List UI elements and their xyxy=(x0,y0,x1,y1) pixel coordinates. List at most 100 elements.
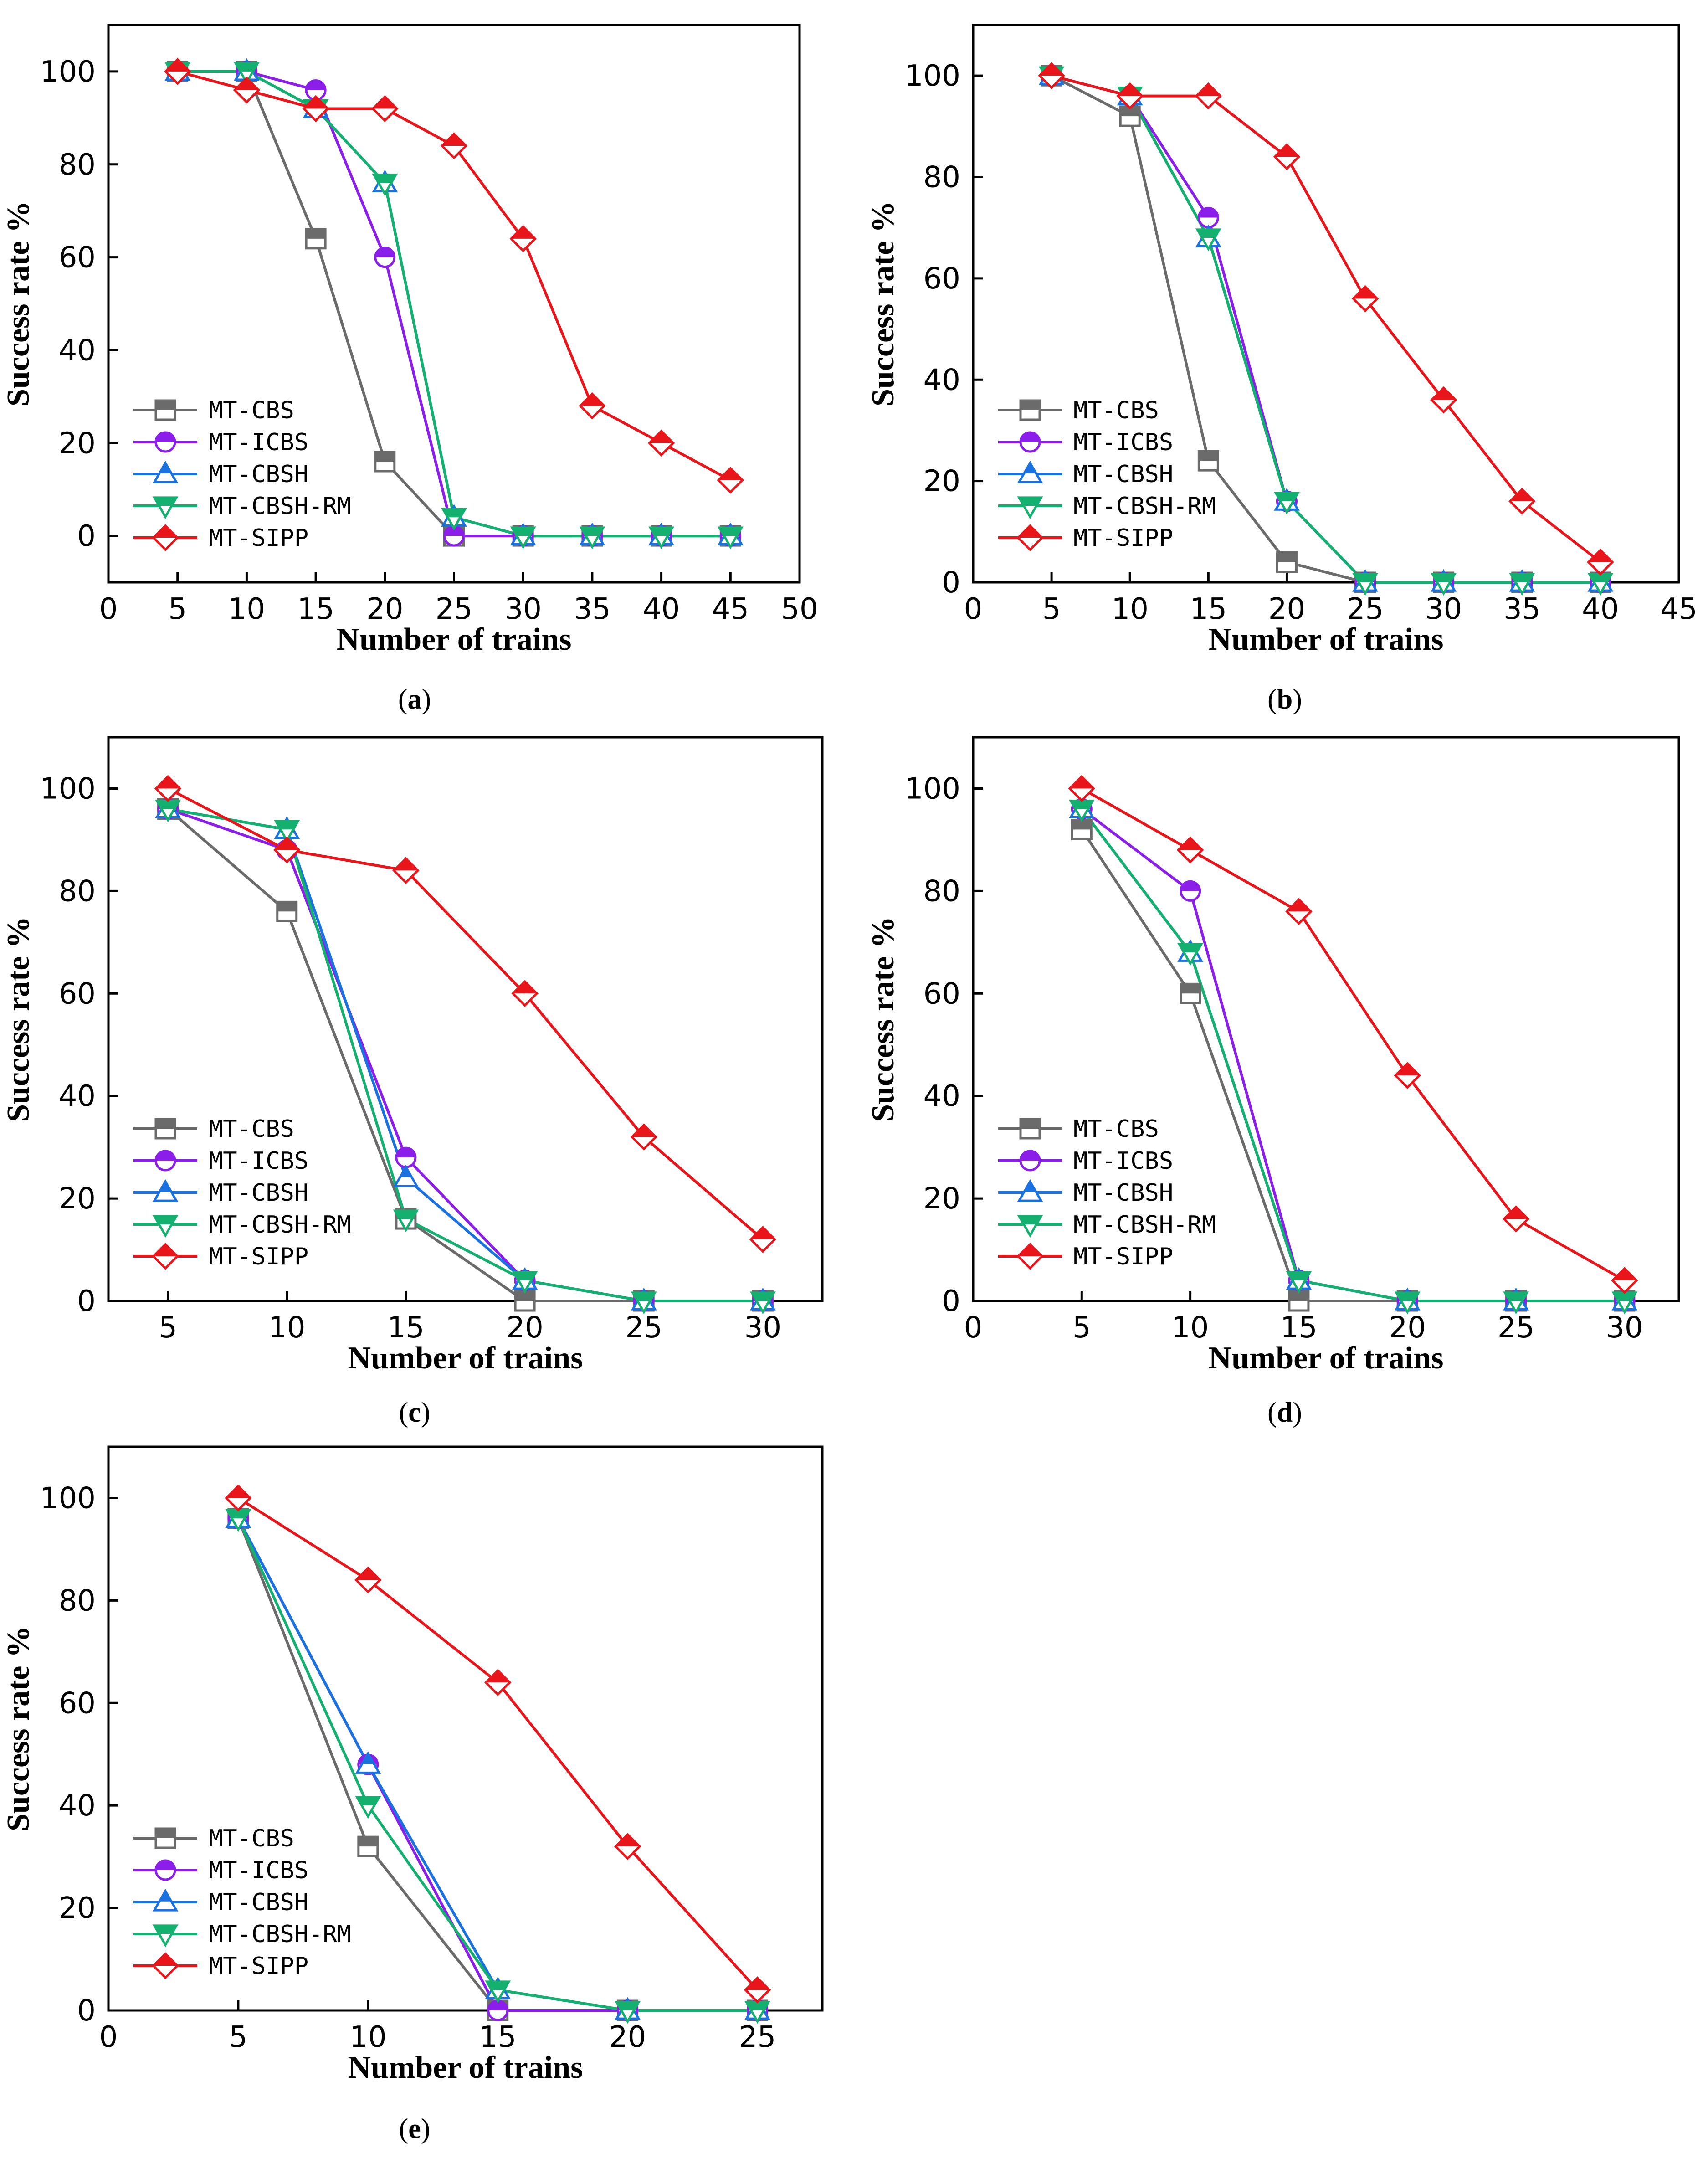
data-point-mt-icbs-fill xyxy=(1180,881,1200,891)
y-tick-label: 60 xyxy=(59,241,96,275)
y-tick-label: 100 xyxy=(905,59,960,93)
data-point-mt-cbsh-rm-fill xyxy=(752,1292,774,1301)
x-tick-label: 15 xyxy=(479,2020,516,2054)
x-axis-title: Number of trains xyxy=(337,622,572,657)
data-point-mt-sipp-fill xyxy=(303,97,328,109)
y-tick-label: 40 xyxy=(59,1079,96,1113)
y-tick-label: 60 xyxy=(923,262,960,296)
data-point-mt-cbsh-rm-fill xyxy=(719,527,742,536)
data-point-mt-cbs-fill xyxy=(1277,552,1297,562)
data-point-mt-cbs-fill xyxy=(1289,1291,1308,1301)
x-tick-label: 0 xyxy=(99,2020,118,2054)
data-point-mt-sipp-fill xyxy=(156,776,180,789)
x-tick-label: 20 xyxy=(366,592,403,626)
panel-caption: (e) xyxy=(399,2113,431,2144)
x-tick-label: 40 xyxy=(1582,592,1619,626)
y-tick-label: 20 xyxy=(59,427,96,460)
data-point-mt-icbs-fill xyxy=(1199,208,1218,218)
data-point-mt-cbs-fill xyxy=(1072,820,1092,830)
legend-label: MT-SIPP xyxy=(209,1243,308,1270)
data-point-mt-cbsh-rm-fill xyxy=(1276,493,1298,502)
legend-marker-fill xyxy=(156,432,175,442)
legend-marker-fill xyxy=(1019,497,1041,506)
legend-label: MT-CBSH xyxy=(209,1889,308,1916)
data-point-mt-cbsh-rm-fill xyxy=(633,1292,655,1301)
y-tick-label: 20 xyxy=(59,1182,96,1216)
data-point-mt-sipp-fill xyxy=(718,468,743,480)
x-tick-label: 30 xyxy=(1606,1311,1643,1345)
y-axis-title: Success rate % xyxy=(1,1626,36,1831)
series-line-mt-sipp xyxy=(1051,74,1601,563)
x-axis-title: Number of trains xyxy=(348,1341,583,1376)
series-line-mt-sipp xyxy=(1081,787,1626,1282)
caption-paren: ( xyxy=(1267,1397,1277,1428)
y-tick-label: 0 xyxy=(77,1285,96,1318)
caption-paren: ) xyxy=(421,2113,431,2144)
y-tick-label: 0 xyxy=(942,566,960,600)
data-point-mt-sipp-fill xyxy=(615,1834,640,1847)
legend-label: MT-CBSH-RM xyxy=(209,1921,351,1948)
panel-caption: (a) xyxy=(398,684,431,715)
legend-marker-fill xyxy=(1021,401,1040,410)
x-tick-label: 20 xyxy=(1268,592,1305,626)
y-tick-label: 100 xyxy=(905,772,960,806)
legend-marker-fill xyxy=(1018,525,1042,538)
data-point-mt-sipp-fill xyxy=(275,838,299,850)
data-point-mt-cbsh-rm-fill xyxy=(746,2002,769,2010)
data-point-mt-cbsh-rm-fill xyxy=(513,1272,536,1281)
data-point-mt-sipp-fill xyxy=(1504,1207,1528,1219)
y-tick-label: 40 xyxy=(923,1079,960,1113)
y-tick-label: 40 xyxy=(923,363,960,397)
data-point-mt-cbsh-rm-fill xyxy=(1179,944,1201,953)
y-tick-label: 20 xyxy=(923,465,960,499)
data-point-mt-icbs-fill xyxy=(375,247,395,257)
x-tick-label: 20 xyxy=(506,1311,543,1345)
legend-label: MT-ICBS xyxy=(209,429,308,456)
data-point-mt-cbsh-rm-fill xyxy=(236,63,258,72)
x-tick-label: 10 xyxy=(349,2020,386,2054)
data-point-mt-sipp-fill xyxy=(580,394,605,406)
caption-paren: ( xyxy=(399,2113,409,2144)
x-tick-label: 5 xyxy=(168,592,187,626)
y-tick-label: 0 xyxy=(77,1994,96,2028)
plot-frame xyxy=(972,24,1680,584)
caption-paren: ) xyxy=(1293,1397,1302,1428)
legend-marker-fill xyxy=(1024,463,1036,473)
data-point-mt-cbsh-rm-fill xyxy=(395,1210,417,1219)
data-point-mt-cbsh-rm-fill xyxy=(1432,574,1455,582)
x-tick-label: 0 xyxy=(964,1311,983,1345)
legend-marker-fill xyxy=(156,1861,175,1870)
legend-marker-fill xyxy=(1019,1216,1041,1224)
caption-letter: e xyxy=(408,2113,421,2144)
y-tick-label: 100 xyxy=(40,772,96,806)
data-point-mt-cbs-fill xyxy=(515,1291,535,1301)
data-point-mt-cbsh-rm-fill xyxy=(1396,1292,1419,1301)
legend-label: MT-CBSH-RM xyxy=(1073,1211,1216,1239)
data-point-mt-cbsh-rm-fill xyxy=(581,527,604,536)
data-point-mt-sipp-fill xyxy=(745,1978,769,1990)
legend-label: MT-CBSH xyxy=(209,461,308,488)
y-tick-label: 60 xyxy=(59,1686,96,1720)
legend-marker-fill xyxy=(159,1891,172,1902)
data-point-mt-sipp-fill xyxy=(165,59,190,72)
legend-label: MT-CBSH-RM xyxy=(209,1211,351,1239)
x-tick-label: 5 xyxy=(229,2020,248,2054)
y-tick-label: 0 xyxy=(77,519,96,553)
data-point-mt-sipp-fill xyxy=(1039,63,1064,76)
data-point-mt-cbsh-rm-fill xyxy=(357,1797,379,1806)
x-axis-title: Number of trains xyxy=(1209,622,1444,657)
y-tick-label: 80 xyxy=(59,1584,96,1618)
x-tick-label: 45 xyxy=(1660,592,1697,626)
chart-panel-a: 0 5 10 15 20 25 30 35 40 45 50 0 20 40 60 80 100 Number o… xyxy=(1,24,818,715)
x-tick-label: 30 xyxy=(744,1311,781,1345)
data-point-mt-sipp-fill xyxy=(1287,899,1311,912)
data-point-mt-sipp-fill xyxy=(511,226,535,239)
data-point-mt-cbsh-rm-fill xyxy=(487,1981,509,1990)
data-point-mt-cbsh-rm-fill xyxy=(1589,574,1612,582)
caption-letter: a xyxy=(408,684,422,715)
data-point-mt-cbsh-rm-fill xyxy=(650,527,672,536)
x-axis-title: Number of trains xyxy=(348,2050,583,2085)
caption-letter: c xyxy=(408,1397,421,1428)
data-point-mt-sipp-fill xyxy=(1196,84,1221,96)
x-tick-label: 35 xyxy=(574,592,610,626)
